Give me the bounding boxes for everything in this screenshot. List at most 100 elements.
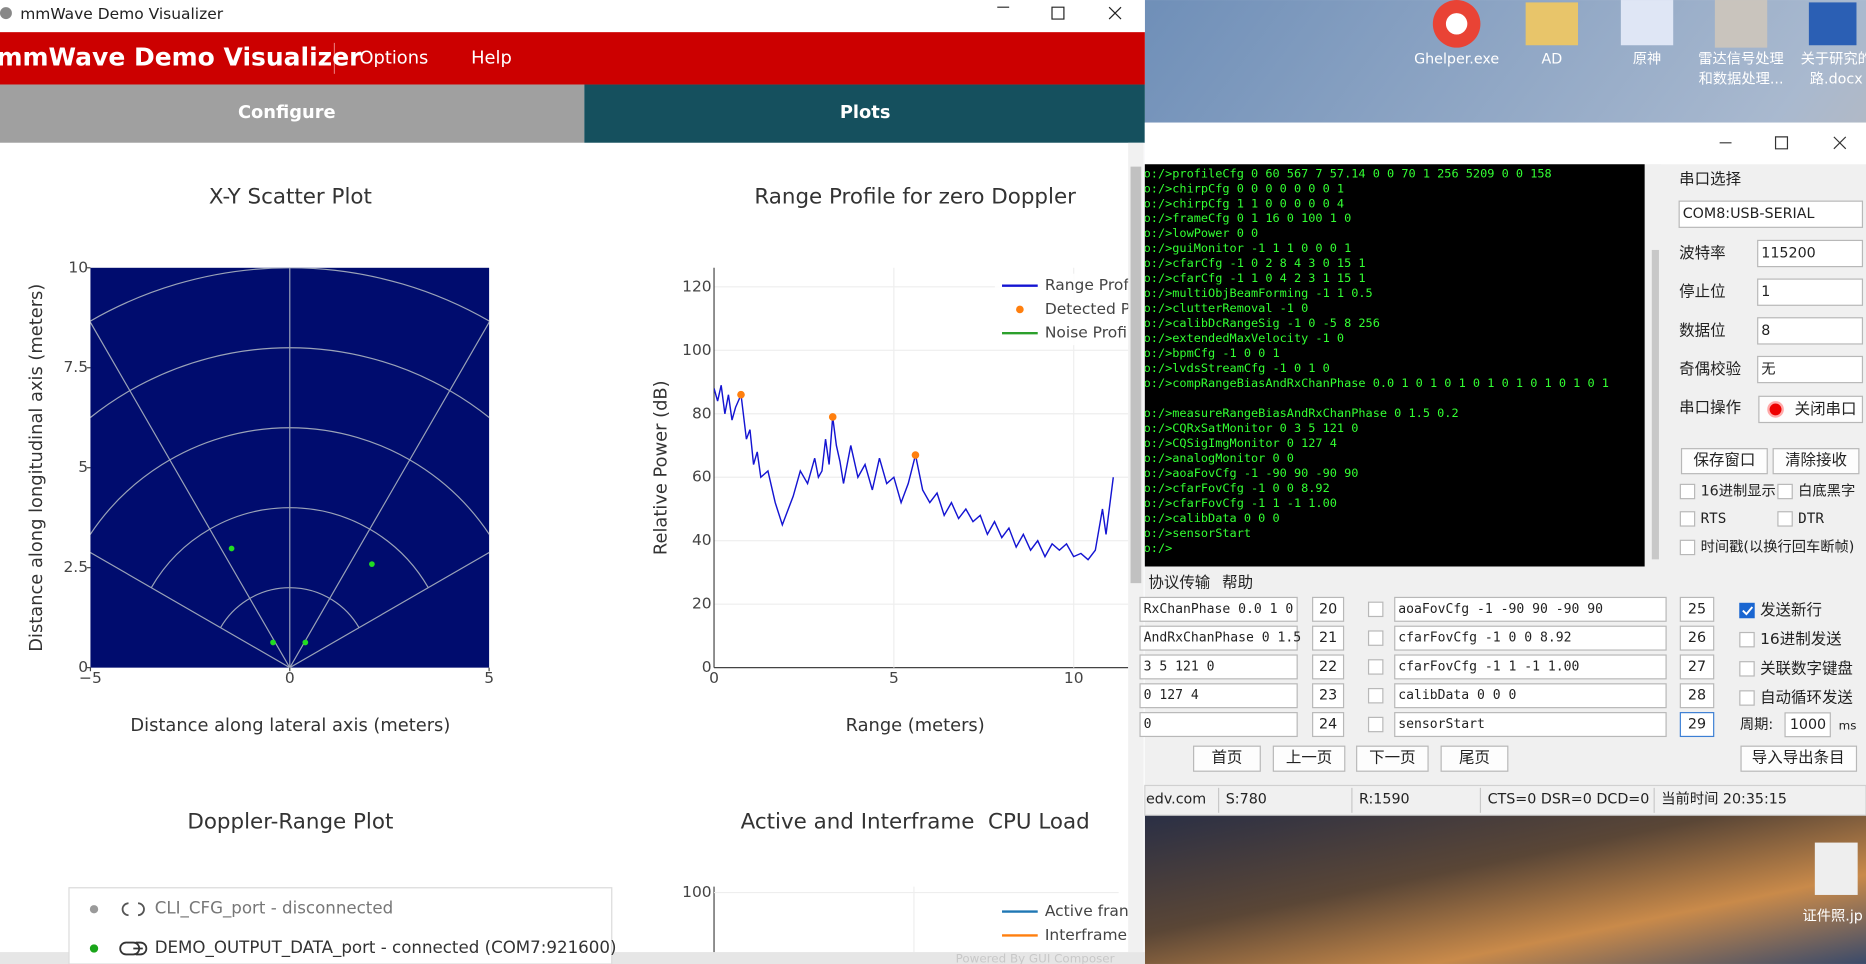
checkbox[interactable] [1739,602,1755,619]
icon [1445,13,1468,35]
select[interactable] [1757,317,1864,345]
input[interactable] [1394,625,1667,651]
button-label[interactable]: 下一页 [1369,749,1415,767]
checkbox-label[interactable]: 时间戳(以换行回车断帧) [1701,538,1855,555]
input[interactable] [1139,683,1298,709]
terminal-line: o:/>clutterRemoval -1 0 [1144,301,1309,315]
tab-label[interactable]: Plots [840,102,891,123]
window-controls[interactable] [997,6,1122,20]
select-value[interactable]: 1 [1761,284,1770,300]
icon[interactable] [1525,2,1579,46]
checkbox[interactable] [1777,511,1793,527]
button[interactable] [1772,448,1860,475]
index-box[interactable] [1312,683,1345,709]
menu-item[interactable]: Options [359,47,428,68]
index-box[interactable] [1312,712,1345,738]
option-label[interactable]: 关联数字键盘 [1760,658,1853,677]
option-label[interactable]: 16进制发送 [1760,630,1842,648]
scroll-thumb[interactable] [1651,249,1659,560]
checkbox[interactable] [1367,659,1384,675]
input[interactable] [1394,712,1667,738]
input[interactable] [1394,683,1667,709]
menu-item[interactable]: Help [471,47,512,68]
window-controls[interactable] [1719,136,1847,150]
input[interactable] [1139,712,1298,738]
index-box[interactable] [1679,654,1715,680]
index-box[interactable] [1679,683,1715,709]
desktop-icon-label[interactable]: 路.docx [1810,71,1863,88]
checkbox[interactable] [1739,661,1755,677]
checkbox[interactable] [1679,483,1696,500]
checkbox[interactable] [1679,511,1696,527]
icon[interactable] [1714,0,1768,48]
checkbox[interactable] [1777,483,1793,500]
index-box[interactable] [1679,596,1715,622]
input[interactable] [1139,654,1298,680]
select[interactable] [1678,200,1864,228]
scroll-thumb[interactable] [1130,166,1142,584]
option-label[interactable]: 发送新行 [1760,601,1822,619]
checkbox[interactable] [1367,630,1384,646]
input[interactable] [1394,654,1667,680]
button[interactable] [1272,745,1346,772]
desktop-icon-label[interactable]: 和数据处理... [1699,71,1784,88]
command-text: cfarFovCfg -1 1 -1 1.00 [1398,659,1579,674]
polar-arc [90,427,490,536]
desktop-icon-label[interactable]: 原神 [1633,51,1662,68]
icon[interactable] [1620,0,1674,46]
button-label[interactable]: 关闭串口 [1795,400,1857,418]
icon[interactable] [1814,842,1858,895]
input[interactable] [1139,625,1298,651]
option-label[interactable]: 自动循环发送 [1760,688,1853,706]
input[interactable] [1784,712,1831,738]
index-box[interactable] [1312,625,1345,651]
index-box[interactable] [1312,654,1345,680]
desktop-icon-label[interactable]: 雷达信号处理 [1698,51,1784,68]
desktop-icon-label[interactable]: 关于研究的 [1801,51,1866,68]
desktop-icon-label[interactable]: AD [1541,52,1562,68]
index-box[interactable] [1312,596,1345,622]
tab[interactable] [0,84,585,143]
button-label[interactable]: 上一页 [1286,749,1332,767]
checkbox[interactable] [1367,601,1384,618]
checkbox-label[interactable]: 白底黑字 [1798,483,1855,500]
select-value[interactable]: 8 [1761,323,1770,339]
button-label[interactable]: 清除接收 [1785,451,1847,469]
button-label[interactable]: 首页 [1211,749,1242,767]
polar-arc [90,267,490,322]
index-box[interactable] [1679,712,1715,738]
button[interactable] [1440,745,1509,772]
checkbox-label[interactable]: RTS [1701,511,1727,527]
desktop-icon-label[interactable]: 证件照.jp [1802,907,1862,924]
select[interactable] [1757,239,1864,268]
index-box[interactable] [1679,625,1715,651]
input[interactable] [1139,596,1298,622]
tab-label[interactable]: Configure [238,102,336,123]
tab-label[interactable]: 协议传输 [1148,574,1210,592]
button-label[interactable]: 尾页 [1459,749,1490,767]
checkbox[interactable] [1367,716,1384,733]
select[interactable] [1757,355,1864,384]
button[interactable] [1193,745,1261,772]
select[interactable] [1757,278,1864,306]
button[interactable] [1680,448,1768,475]
button[interactable] [1356,745,1429,772]
select-value[interactable]: COM8:USB-SERIAL [1683,206,1815,222]
checkbox[interactable] [1367,687,1384,704]
button[interactable] [1740,745,1858,772]
terminal-line: o:/>frameCfg 0 1 16 0 100 1 0 [1144,211,1352,225]
checkbox[interactable] [1739,690,1755,706]
checkbox[interactable] [1679,539,1696,556]
desktop-icon-label[interactable]: Ghelper.exe [1414,52,1499,68]
button-label[interactable]: 保存窗口 [1693,451,1755,469]
tab-active[interactable] [584,84,1145,143]
icon[interactable] [1808,2,1857,46]
tab-label[interactable]: 帮助 [1222,574,1253,592]
checkbox[interactable] [1739,631,1755,648]
input[interactable] [1394,596,1667,622]
checkbox-label[interactable]: DTR [1798,511,1824,527]
button-label[interactable]: 导入导出条目 [1752,749,1845,767]
select-value[interactable]: 115200 [1761,246,1815,262]
checkbox-label[interactable]: 16进制显示 [1701,483,1776,500]
select-value[interactable]: 无 [1761,362,1775,378]
